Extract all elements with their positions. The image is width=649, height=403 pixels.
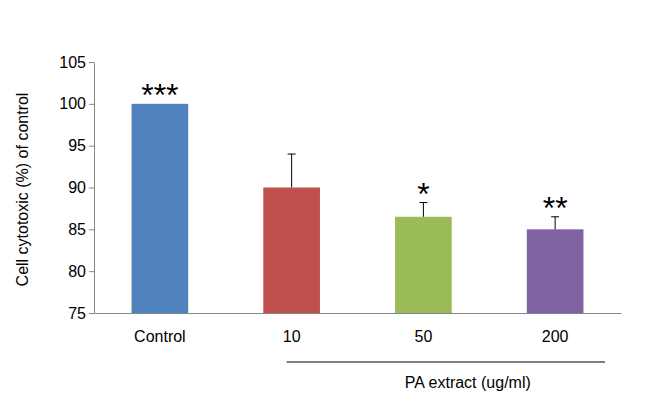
plot-area (132, 104, 584, 313)
error-bar-cap (288, 154, 296, 155)
x-tick-label: 10 (283, 328, 301, 345)
y-tick-label: 80 (68, 263, 86, 280)
y-tick-label: 90 (68, 179, 86, 196)
y-tick-mark (89, 62, 94, 63)
bar (132, 104, 189, 313)
y-tick: 75 (68, 305, 94, 322)
y-axis-title: Cell cytotoxic (%) of control (14, 93, 31, 287)
y-tick-label: 95 (68, 137, 86, 154)
x-tick-label: 50 (414, 328, 432, 345)
y-tick: 105 (59, 54, 94, 71)
bar (395, 217, 452, 313)
y-tick-label: 100 (59, 95, 86, 112)
y-tick-label: 75 (68, 305, 86, 322)
x-tick: 200 (542, 313, 569, 345)
significance-label: *** (141, 77, 178, 113)
chart: 7580859095100105Control1050200******PA e… (0, 0, 649, 403)
y-tick-mark (89, 188, 94, 189)
y-axis-line (94, 63, 95, 314)
error-bar (288, 154, 296, 187)
x-tick-label: Control (134, 328, 186, 345)
y-tick: 95 (68, 137, 94, 154)
error-bar-stem (291, 154, 292, 187)
x-tick: Control (134, 313, 186, 345)
y-axis: 75 80 85 90 95 100 105 (59, 54, 94, 322)
x-tick-label: 200 (542, 328, 569, 345)
y-tick-mark (89, 146, 94, 147)
x-axis-line (95, 313, 622, 314)
significance-label: * (417, 176, 429, 212)
significance-label: ** (543, 190, 568, 226)
x-tick: 50 (414, 313, 432, 345)
x-axis-title: PA extract (ug/ml) (405, 374, 531, 391)
y-tick-label: 85 (68, 221, 86, 238)
group-line (287, 362, 605, 363)
y-tick-label: 105 (59, 54, 86, 71)
bar (263, 188, 320, 314)
y-tick-mark (89, 229, 94, 230)
y-tick-mark (89, 271, 94, 272)
y-tick: 80 (68, 263, 94, 280)
x-axis: Control 10 50 200 (95, 313, 622, 345)
y-tick: 90 (68, 179, 94, 196)
y-tick: 85 (68, 221, 94, 238)
x-tick: 10 (283, 313, 301, 345)
y-tick: 100 (59, 95, 94, 112)
y-tick-mark (89, 313, 94, 314)
y-tick-mark (89, 104, 94, 105)
bar (527, 229, 584, 313)
